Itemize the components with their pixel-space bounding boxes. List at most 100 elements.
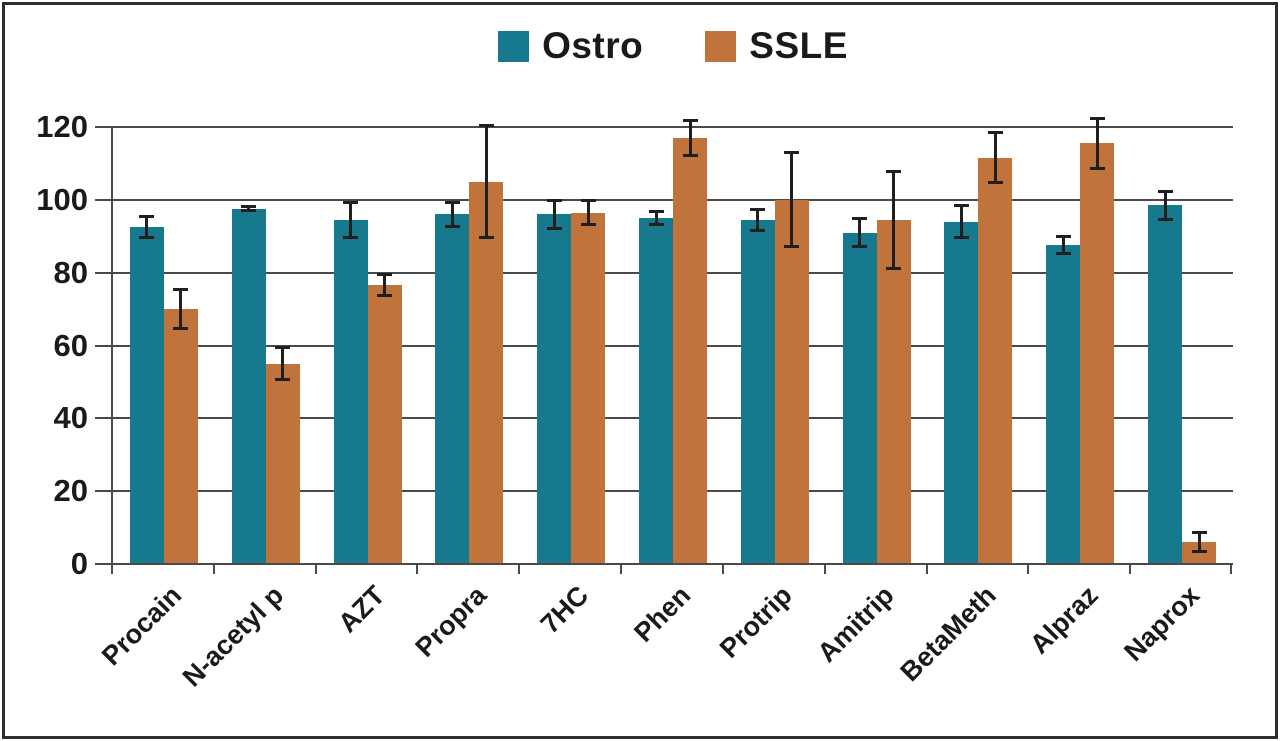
error-bar-cap-top-ssle-2 <box>377 273 393 277</box>
error-bar-line-ostro-5 <box>654 210 658 226</box>
legend-item-ostro: Ostro <box>498 25 643 67</box>
bar-ssle-2 <box>367 285 402 563</box>
error-bar-cap-top-ostro-9 <box>1055 235 1071 239</box>
bar-ostro-7 <box>842 232 877 563</box>
error-bar-cap-bottom-ssle-0 <box>173 327 189 331</box>
error-bar-cap-top-ssle-10 <box>1191 531 1207 535</box>
error-bar-cap-bottom-ostro-2 <box>343 236 359 240</box>
x-axis <box>111 563 1233 565</box>
error-bar-cap-bottom-ssle-9 <box>1089 166 1105 170</box>
x-tick-label-9: Alpraz <box>1023 580 1104 660</box>
bar-ssle-0 <box>163 309 198 563</box>
x-boundary-tick-6 <box>721 565 724 574</box>
x-boundary-tick-0 <box>111 565 113 574</box>
x-tick-label-2: AZT <box>332 580 391 639</box>
bar-ssle-9 <box>1080 143 1115 563</box>
error-bar-line-ostro-9 <box>1061 236 1065 255</box>
error-bar-cap-bottom-ostro-5 <box>648 223 664 227</box>
x-boundary-tick-8 <box>925 565 928 574</box>
y-tick-label-20: 20 <box>53 473 88 509</box>
error-bar-line-ostro-3 <box>450 201 454 228</box>
error-bar-line-ostro-8 <box>959 205 963 239</box>
error-bar-line-ostro-2 <box>349 201 353 239</box>
error-bar-cap-bottom-ssle-7 <box>886 267 902 271</box>
gridline-y100 <box>112 198 1233 201</box>
x-tick-label-5: Phen <box>628 580 697 648</box>
error-bar-cap-bottom-ssle-10 <box>1191 549 1207 553</box>
error-bar-cap-bottom-ssle-2 <box>377 294 393 298</box>
bar-ssle-4 <box>571 212 606 563</box>
error-bar-cap-bottom-ostro-4 <box>546 226 562 230</box>
error-bar-cap-bottom-ostro-8 <box>953 236 969 240</box>
bar-ssle-7 <box>876 219 911 563</box>
y-tick-label-0: 0 <box>70 546 88 581</box>
bar-ostro-6 <box>740 219 775 563</box>
bar-ostro-2 <box>333 219 368 563</box>
error-bar-cap-top-ssle-6 <box>784 151 800 155</box>
error-bar-cap-bottom-ssle-3 <box>478 236 494 240</box>
bar-ssle-6 <box>774 199 809 563</box>
bar-ostro-3 <box>435 214 470 563</box>
x-tick-label-4: 7HC <box>534 580 595 640</box>
x-tick-label-3: Propra <box>409 580 493 663</box>
x-boundary-tick-7 <box>823 565 826 574</box>
bar-ostro-10 <box>1148 205 1183 563</box>
error-bar-line-ssle-5 <box>688 119 692 157</box>
y-tick-60 <box>95 344 112 347</box>
bar-ssle-5 <box>673 137 707 563</box>
x-tick-label-10: Naprox <box>1118 580 1206 667</box>
bar-ssle-8 <box>978 157 1013 563</box>
error-bar-cap-bottom-ssle-8 <box>987 181 1003 185</box>
x-boundary-tick-10 <box>1129 565 1132 574</box>
error-bar-cap-bottom-ssle-4 <box>580 223 596 227</box>
y-tick-80 <box>95 271 112 274</box>
error-bar-line-ssle-9 <box>1095 117 1099 169</box>
y-tick-label-40: 40 <box>53 400 88 436</box>
x-tick-label-0: Procain <box>95 580 188 672</box>
x-boundary-tick-5 <box>620 565 623 574</box>
bar-ostro-4 <box>537 214 572 563</box>
x-tick-label-7: Amitrip <box>811 580 900 669</box>
x-boundary-tick-11 <box>1230 565 1232 574</box>
error-bar-line-ssle-4 <box>586 199 590 226</box>
x-tick-label-6: Protrip <box>714 580 799 664</box>
error-bar-cap-bottom-ssle-6 <box>784 245 800 249</box>
error-bar-line-ostro-6 <box>756 208 760 231</box>
x-boundary-tick-9 <box>1027 565 1030 574</box>
error-bar-cap-bottom-ssle-5 <box>682 154 698 158</box>
gridline-y120 <box>112 126 1233 128</box>
error-bar-cap-top-ostro-3 <box>444 200 460 204</box>
x-tick-label-8: BetaMeth <box>894 580 1002 688</box>
error-bar-cap-bottom-ostro-7 <box>852 245 868 249</box>
error-bar-line-ssle-8 <box>993 132 997 184</box>
error-bar-cap-top-ssle-5 <box>682 118 698 122</box>
x-boundary-tick-2 <box>314 565 317 574</box>
error-bar-cap-top-ssle-1 <box>275 346 291 350</box>
error-bar-cap-top-ssle-7 <box>886 169 902 173</box>
y-tick-120 <box>95 126 112 128</box>
error-bar-cap-top-ostro-4 <box>546 198 562 202</box>
legend-item-ssle: SSLE <box>705 25 848 67</box>
legend-swatch-ssle <box>705 30 737 62</box>
legend-label-ssle: SSLE <box>749 25 848 66</box>
error-bar-line-ostro-7 <box>858 218 862 248</box>
error-bar-line-ssle-3 <box>484 125 488 239</box>
error-bar-cap-top-ostro-7 <box>852 217 868 221</box>
error-bar-cap-bottom-ostro-1 <box>241 209 257 213</box>
x-tick-label-1: N-acetyl p <box>176 580 289 693</box>
bar-ostro-1 <box>231 208 266 563</box>
bar-ostro-8 <box>944 221 979 563</box>
x-boundary-tick-4 <box>518 565 521 574</box>
error-bar-cap-bottom-ostro-6 <box>750 228 766 232</box>
error-bar-line-ostro-10 <box>1163 190 1167 220</box>
error-bar-cap-top-ssle-4 <box>580 198 596 202</box>
legend-label-ostro: Ostro <box>542 25 644 66</box>
bar-ssle-3 <box>469 181 504 563</box>
y-tick-100 <box>95 198 112 201</box>
y-tick-40 <box>95 417 112 420</box>
error-bar-line-ostro-1 <box>247 206 251 212</box>
y-axis <box>111 127 113 564</box>
error-bar-cap-bottom-ostro-3 <box>444 225 460 229</box>
error-bar-cap-top-ostro-6 <box>750 207 766 211</box>
error-bar-cap-top-ostro-2 <box>343 200 359 204</box>
